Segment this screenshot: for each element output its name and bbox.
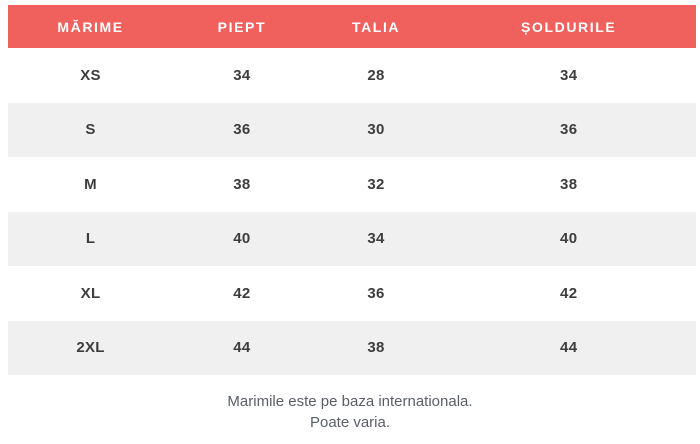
footer-note: Marimile este pe baza internationala. Po… bbox=[0, 391, 700, 433]
table-row-s: S 36 30 36 bbox=[8, 102, 696, 157]
chest-cell: 44 bbox=[233, 339, 251, 357]
hips-cell: 44 bbox=[560, 339, 578, 357]
table-body: XS 34 28 34 S 36 30 36 M 38 32 38 L 40 3… bbox=[8, 48, 696, 375]
size-cell: S bbox=[85, 121, 96, 139]
chest-cell: 36 bbox=[233, 121, 251, 139]
table-header-row: MĂRIME PIEPT TALIA ȘOLDURILE bbox=[8, 5, 696, 48]
table-row-xl: XL 42 36 42 bbox=[8, 266, 696, 321]
footer-note-line2: Poate varia. bbox=[309, 414, 391, 431]
size-cell: XS bbox=[80, 66, 101, 84]
size-cell: L bbox=[85, 230, 96, 248]
chest-cell: 38 bbox=[233, 175, 251, 193]
size-cell: M bbox=[84, 175, 97, 193]
size-cell: XL bbox=[80, 284, 101, 302]
footer-note-line1: Marimile este pe baza internationala. bbox=[227, 393, 473, 410]
hips-cell: 38 bbox=[560, 175, 578, 193]
table-row-2xl: 2XL 44 38 44 bbox=[8, 320, 696, 375]
column-header-hips: ȘOLDURILE bbox=[521, 18, 617, 35]
hips-cell: 40 bbox=[560, 230, 578, 248]
table-row-l: L 40 34 40 bbox=[8, 211, 696, 266]
waist-cell: 28 bbox=[367, 66, 385, 84]
table-row-m: M 38 32 38 bbox=[8, 157, 696, 212]
table-row-xs: XS 34 28 34 bbox=[8, 48, 696, 103]
column-header-size: MĂRIME bbox=[57, 18, 124, 35]
column-header-waist: TALIA bbox=[351, 18, 401, 35]
hips-cell: 36 bbox=[560, 121, 578, 139]
waist-cell: 34 bbox=[367, 230, 385, 248]
column-header-chest: PIEPT bbox=[217, 18, 267, 35]
chest-cell: 40 bbox=[233, 230, 251, 248]
size-cell: 2XL bbox=[76, 339, 105, 357]
waist-cell: 36 bbox=[367, 284, 385, 302]
waist-cell: 38 bbox=[367, 339, 385, 357]
waist-cell: 30 bbox=[367, 121, 385, 139]
chest-cell: 34 bbox=[233, 66, 251, 84]
hips-cell: 42 bbox=[560, 284, 578, 302]
chest-cell: 42 bbox=[233, 284, 251, 302]
size-chart-table: MĂRIME PIEPT TALIA ȘOLDURILE XS 34 28 34… bbox=[8, 5, 696, 375]
waist-cell: 32 bbox=[367, 175, 385, 193]
hips-cell: 34 bbox=[560, 66, 578, 84]
